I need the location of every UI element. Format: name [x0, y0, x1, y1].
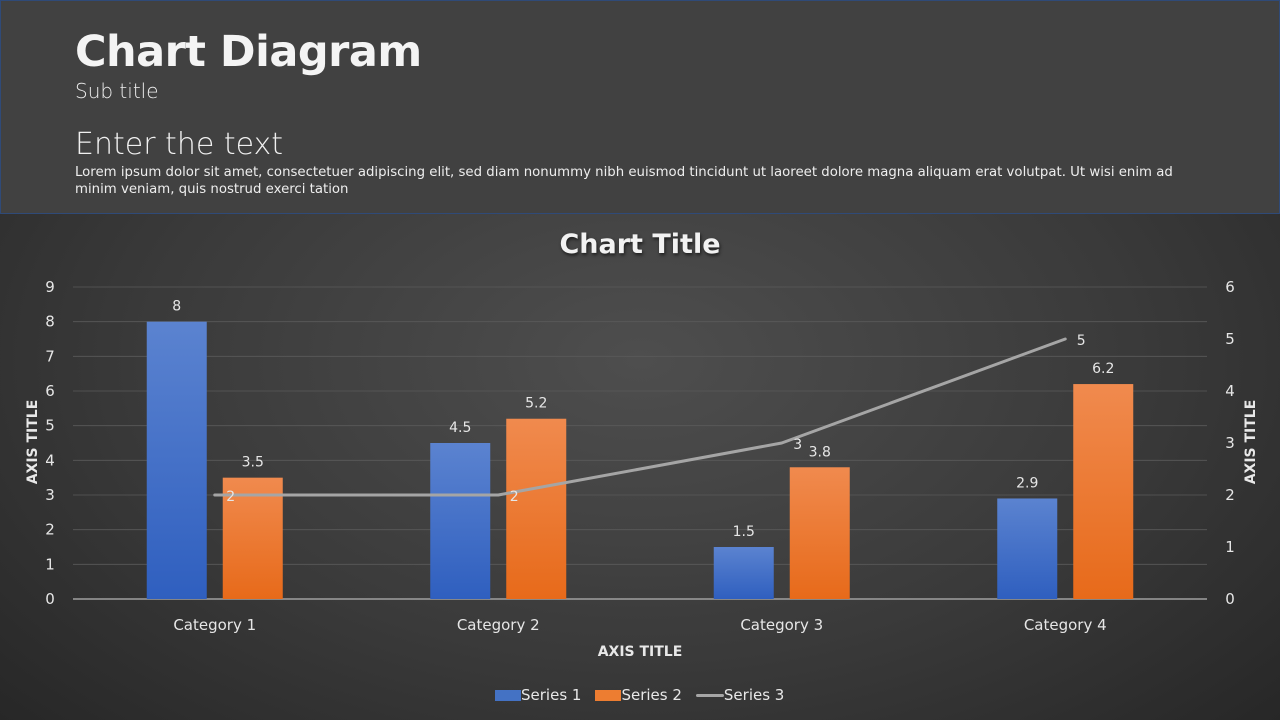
data-label: 6.2 [1092, 361, 1114, 377]
legend-item-series1: Series 1 [495, 686, 581, 704]
y2-tick: 5 [1225, 330, 1235, 348]
data-label: 8 [172, 299, 181, 315]
legend-item-series3: Series 3 [695, 686, 785, 704]
data-label: 3.5 [242, 455, 264, 471]
legend-swatch-series2 [595, 689, 622, 701]
x-tick: Category 3 [740, 616, 823, 634]
x-tick: Category 2 [457, 616, 540, 634]
page-title: Chart Diagram [75, 27, 422, 77]
y-tick: 5 [45, 417, 55, 435]
data-label: 2 [226, 489, 235, 505]
data-label: 2.9 [1016, 475, 1038, 491]
data-label: 4.5 [449, 420, 471, 436]
bar-series1 [430, 443, 491, 599]
y-tick: 8 [45, 313, 55, 331]
data-label: 3 [793, 437, 802, 453]
page-subtitle: Sub title [75, 79, 159, 103]
x-tick: Category 4 [1024, 616, 1107, 634]
legend-label: Series 1 [521, 686, 582, 704]
y2-tick: 3 [1225, 434, 1235, 452]
bar-series1 [146, 321, 207, 599]
bar-series2 [789, 467, 850, 599]
y-tick: 1 [45, 555, 55, 573]
x-tick: Category 1 [173, 616, 256, 634]
legend-swatch-series1 [495, 689, 521, 701]
legend-label: Series 3 [723, 686, 785, 704]
y2-axis-title: AXIS TITLE [1243, 399, 1259, 485]
y2-tick: 6 [1225, 278, 1235, 296]
y-tick: 2 [45, 521, 55, 539]
bar-series2 [506, 418, 567, 599]
y2-tick: 4 [1225, 382, 1235, 400]
y-tick: 6 [45, 382, 55, 400]
data-label: 3.8 [809, 444, 831, 460]
bar-series2 [1073, 384, 1134, 599]
legend-item-series2: Series 2 [595, 686, 682, 704]
y-tick: 0 [45, 590, 55, 608]
y2-tick: 2 [1225, 486, 1235, 504]
y-tick: 7 [45, 347, 55, 365]
legend-label: Series 2 [621, 686, 682, 704]
y-axis-title: AXIS TITLE [25, 399, 41, 485]
data-label: 2 [510, 489, 519, 505]
chart-title: Chart Title [559, 229, 721, 260]
y2-tick: 0 [1225, 590, 1235, 608]
bar-series1 [997, 498, 1058, 599]
data-label: 5.2 [525, 396, 547, 412]
chart-legend: Series 1 Series 2 Series 3 [495, 686, 798, 704]
y2-tick: 1 [1225, 538, 1235, 556]
y-tick: 3 [45, 486, 55, 504]
data-label: 1.5 [733, 524, 755, 540]
section-body: Lorem ipsum dolor sit amet, consectetuer… [75, 165, 1173, 197]
header-panel: Chart Diagram Sub title Enter the text L… [0, 0, 1280, 214]
line-series3 [213, 337, 1067, 497]
section-heading: Enter the text [75, 127, 284, 162]
bar-series1 [713, 547, 774, 599]
y-tick: 9 [45, 278, 55, 296]
legend-line-series3 [695, 693, 724, 697]
y-tick: 4 [45, 451, 55, 469]
bar-series2 [222, 477, 283, 599]
data-label: 5 [1077, 333, 1086, 349]
x-axis-title: AXIS TITLE [597, 644, 683, 660]
